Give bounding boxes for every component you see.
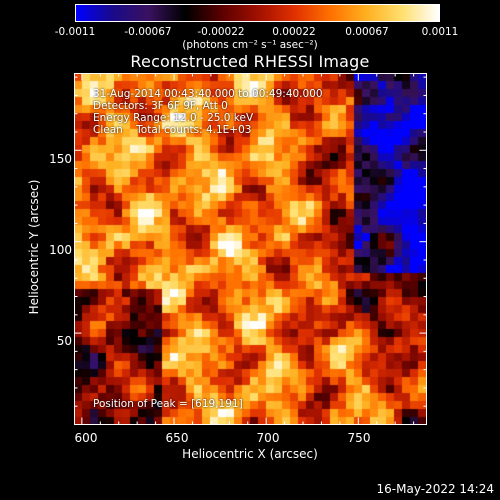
- y-axis-label: Heliocentric Y (arcsec): [27, 179, 41, 315]
- detectors-annotation: Detectors: 3F 6F 9F, Att 0: [93, 100, 228, 112]
- x-tick-label: 700: [256, 431, 280, 445]
- date-stamp: 16-May-2022 14:24: [376, 482, 494, 496]
- peak-position-annotation: Position of Peak = [619,191]: [93, 398, 243, 410]
- chart-title: Reconstructed RHESSI Image: [130, 52, 370, 71]
- colorbar-tick-label: 0.0011: [421, 26, 459, 38]
- colorbar-tick-label: 0.00022: [272, 26, 316, 38]
- colorbar: [75, 4, 440, 22]
- colorbar-tick-label: -0.00067: [124, 26, 172, 38]
- clean-counts-annotation: Clean Total counts: 4.1E+03: [93, 124, 252, 136]
- x-tick-label: 600: [74, 431, 98, 445]
- colorbar-tick-label: 0.00067: [345, 26, 389, 38]
- x-tick-label: 750: [347, 431, 371, 445]
- energy-range-annotation: Energy Range: 12.0 - 25.0 keV: [93, 112, 254, 124]
- colorbar-tick-label: -0.00022: [197, 26, 245, 38]
- y-tick-label: 100: [49, 243, 72, 257]
- heatmap-image: [74, 73, 426, 424]
- colorbar-unit-label: (photons cm⁻² s⁻¹ asec⁻²): [182, 39, 318, 51]
- x-axis-label: Heliocentric X (arcsec): [182, 447, 318, 461]
- colorbar-tick-label: -0.0011: [54, 26, 96, 38]
- x-tick-label: 650: [165, 431, 189, 445]
- y-tick-label: 150: [49, 152, 72, 166]
- time-range-annotation: 31-Aug-2014 00:43:40.000 to 00:49:40.000: [93, 88, 323, 100]
- y-tick-label: 50: [56, 334, 72, 348]
